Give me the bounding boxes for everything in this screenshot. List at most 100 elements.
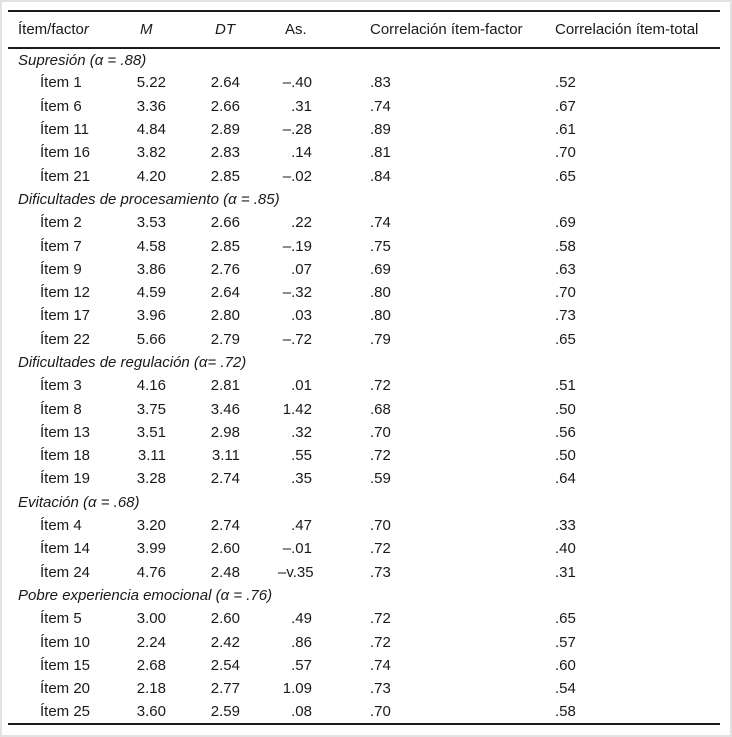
m-value: 4.59: [136, 284, 166, 302]
corr-item-factor-value: .72: [370, 610, 391, 628]
corr-item-total-value: .52: [555, 74, 576, 92]
table-row: Ítem 3 4.16 2.81 .01 .72 .51: [8, 374, 720, 397]
dt-value: 2.48: [210, 563, 240, 581]
item-label: Ítem 20: [40, 680, 91, 698]
dt-value: 2.74: [210, 517, 240, 535]
corr-item-factor-value: .73: [370, 680, 391, 698]
m-value: 3.00: [136, 610, 166, 628]
corr-item-total-value: .63: [555, 260, 576, 278]
as-value: .86: [291, 633, 312, 651]
table-row: Ítem 13 3.51 2.98 .32 .70 .56: [8, 421, 720, 444]
corr-item-factor-value: .59: [370, 470, 391, 488]
dt-value: 2.98: [210, 423, 240, 441]
dt-value: 2.77: [210, 680, 240, 698]
table-row: Ítem 17 3.96 2.80 .03 .80 .73: [8, 304, 720, 327]
item-label: Ítem 7: [40, 237, 82, 255]
m-value: 3.60: [136, 702, 166, 720]
corr-item-total-value: .33: [555, 517, 576, 535]
m-value: 5.66: [136, 330, 166, 348]
item-label: Ítem 21: [40, 167, 91, 185]
dt-value: 3.46: [210, 400, 240, 418]
m-value: 4.76: [136, 563, 166, 581]
corr-item-total-value: .67: [555, 97, 576, 115]
item-label: Ítem 4: [40, 517, 82, 535]
m-value: 3.82: [136, 144, 166, 162]
as-value: .47: [291, 517, 312, 535]
item-label: Ítem 2: [40, 214, 82, 232]
as-value: .14: [291, 144, 312, 162]
col-header-item-factor: Ítem/factor: [8, 11, 136, 49]
dt-value: 2.64: [210, 74, 240, 92]
corr-item-total-value: .60: [555, 656, 576, 674]
as-value: –.01: [282, 540, 312, 558]
table-row: Ítem 22 5.66 2.79 –.72 .79 .65: [8, 328, 720, 351]
corr-item-factor-value: .83: [370, 74, 391, 92]
item-label: Ítem 6: [40, 97, 82, 115]
section-label: Pobre experiencia emocional (α = .76): [18, 586, 273, 604]
item-label: Ítem 18: [40, 447, 91, 465]
table-row: Ítem 19 3.28 2.74 .35 .59 .64: [8, 467, 720, 490]
corr-item-total-value: .40: [555, 540, 576, 558]
corr-item-factor-value: .73: [370, 563, 391, 581]
m-value: 3.36: [136, 97, 166, 115]
m-value: 3.99: [136, 540, 166, 558]
corr-item-total-value: .70: [555, 284, 576, 302]
item-label: Ítem 12: [40, 284, 91, 302]
corr-item-factor-value: .75: [370, 237, 391, 255]
as-value: .49: [291, 610, 312, 628]
item-label: Ítem 11: [40, 121, 89, 139]
corr-item-factor-value: .80: [370, 307, 391, 325]
m-value: 4.20: [136, 167, 166, 185]
table-row: Ítem 15 2.68 2.54 .57 .74 .60: [8, 654, 720, 677]
dt-value: 2.83: [210, 144, 240, 162]
item-label: Ítem 3: [40, 377, 82, 395]
item-label: Ítem 13: [40, 423, 91, 441]
table-row: Ítem 2 3.53 2.66 .22 .74 .69: [8, 211, 720, 234]
item-label: Ítem 15: [40, 656, 91, 674]
m-value: 3.53: [136, 214, 166, 232]
as-value: .03: [291, 307, 312, 325]
corr-item-factor-value: .74: [370, 214, 391, 232]
table-row: Ítem 7 4.58 2.85 –.19 .75 .58: [8, 234, 720, 257]
corr-item-factor-value: .72: [370, 377, 391, 395]
section-label: Evitación (α = .68): [18, 493, 140, 511]
corr-item-total-value: .50: [555, 447, 576, 465]
table-row: Ítem 8 3.75 3.46 1.42 .68 .50: [8, 397, 720, 420]
m-value: 4.16: [136, 377, 166, 395]
as-value: –.02: [282, 167, 312, 185]
m-value: 3.51: [136, 423, 166, 441]
m-value: 3.11: [137, 447, 166, 465]
item-label: Ítem 17: [40, 307, 91, 325]
dt-value: 2.42: [210, 633, 240, 651]
corr-item-factor-value: .74: [370, 97, 391, 115]
m-value: 3.75: [136, 400, 166, 418]
section-row: Dificultades de procesamiento (α = .85): [8, 188, 720, 211]
m-value: 4.58: [136, 237, 166, 255]
item-label: Ítem 5: [40, 610, 82, 628]
table-header: Ítem/factor M DT As. Correlación ítem-fa…: [8, 11, 720, 49]
section-row: Dificultades de regulación (α= .72): [8, 351, 720, 374]
corr-item-factor-value: .70: [370, 423, 391, 441]
table-row: Ítem 11 4.84 2.89 –.28 .89 .61: [8, 118, 720, 141]
col-header-as: As.: [278, 11, 358, 49]
corr-item-total-value: .58: [555, 237, 576, 255]
dt-value: 2.74: [210, 470, 240, 488]
corr-item-factor-value: .70: [370, 702, 391, 720]
dt-value: 2.54: [210, 656, 240, 674]
corr-item-total-value: .57: [555, 633, 576, 651]
dt-value: 2.80: [210, 307, 240, 325]
m-value: 2.68: [136, 656, 166, 674]
dt-value: 2.64: [210, 284, 240, 302]
dt-value: 3.11: [211, 447, 240, 465]
corr-item-total-value: .65: [555, 330, 576, 348]
col-header-corr-item-total: Correlación ítem-total: [541, 11, 720, 49]
dt-value: 2.81: [210, 377, 240, 395]
corr-item-factor-value: .81: [370, 144, 391, 162]
as-value: 1.42: [282, 400, 312, 418]
col-header-item-factor-italic-r: r: [83, 21, 89, 38]
dt-value: 2.66: [210, 214, 240, 232]
dt-value: 2.60: [210, 540, 240, 558]
dt-value: 2.89: [210, 121, 240, 139]
table-body: Supresión (α = .88) Ítem 1 5.22 2.64 –.40.83…: [8, 48, 720, 724]
